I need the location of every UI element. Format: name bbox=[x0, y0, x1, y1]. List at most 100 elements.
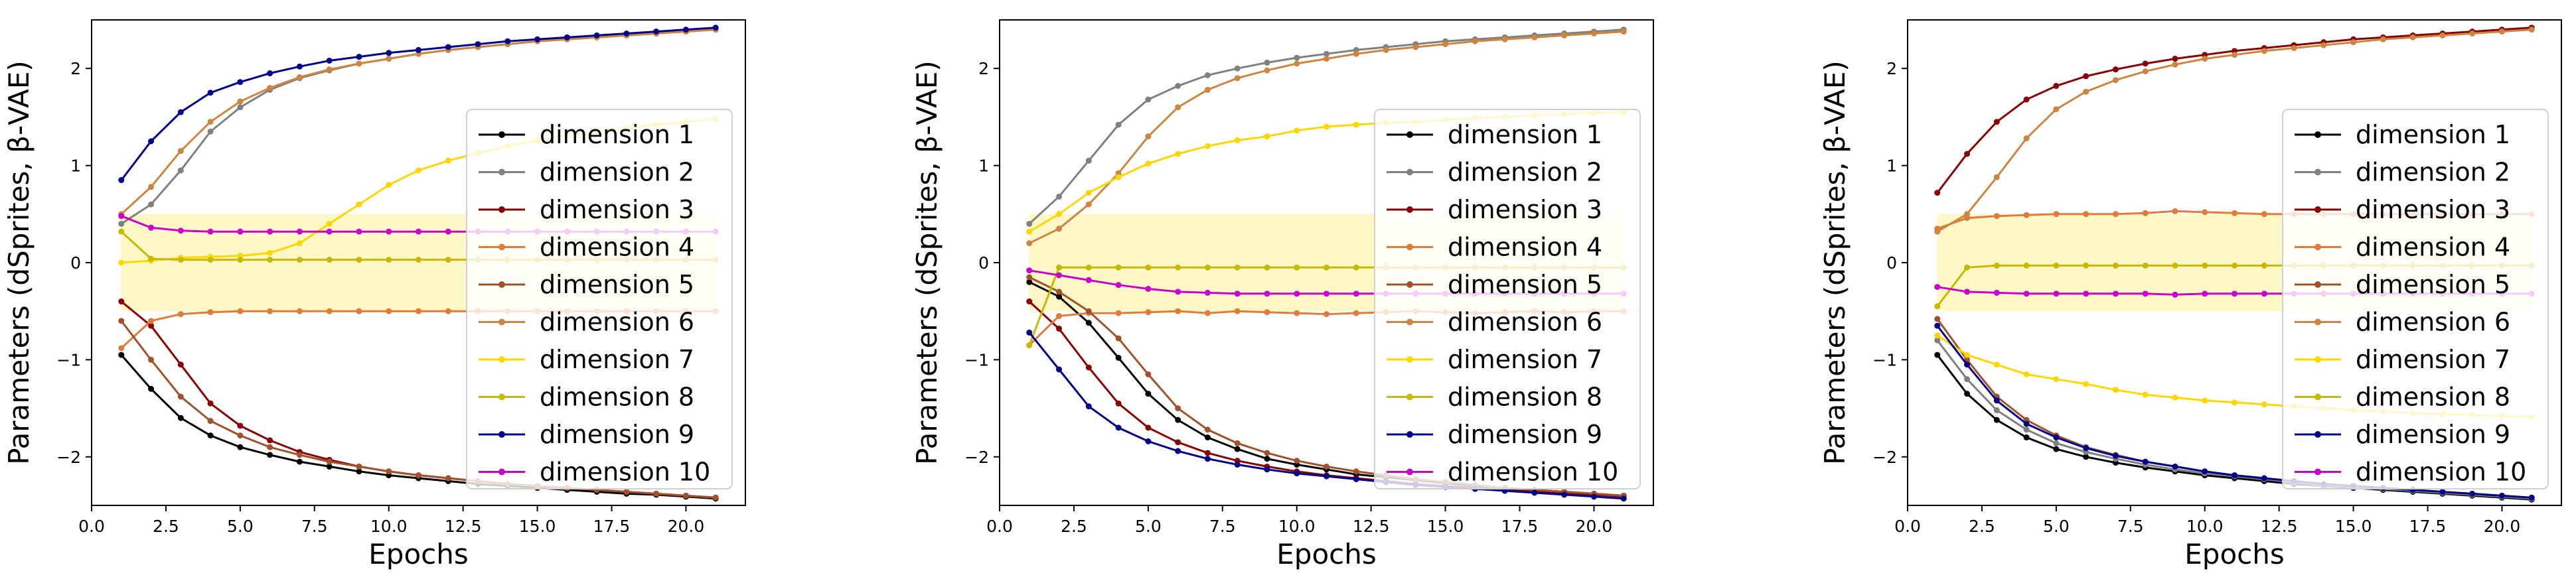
legend-marker bbox=[498, 243, 505, 251]
legend-marker bbox=[498, 206, 505, 213]
legend-marker bbox=[2314, 168, 2321, 176]
x-tick-label: 12.5 bbox=[1353, 517, 1390, 536]
data-point bbox=[296, 63, 303, 70]
y-tick-label: 1 bbox=[70, 157, 81, 176]
data-point bbox=[2261, 211, 2267, 218]
data-point bbox=[564, 34, 570, 40]
data-point bbox=[1175, 104, 1181, 111]
legend: dimension 1 dimension 2 dimension 3 dimensi… bbox=[466, 109, 733, 489]
legend-label: dimension 10 bbox=[2356, 458, 2526, 487]
data-point bbox=[1264, 290, 1270, 297]
data-point bbox=[2023, 371, 2030, 377]
data-point bbox=[1353, 476, 1359, 482]
data-point bbox=[1175, 405, 1181, 412]
data-point bbox=[1085, 264, 1092, 271]
legend-box bbox=[2282, 109, 2549, 489]
data-point bbox=[237, 432, 244, 439]
data-point bbox=[1934, 228, 1941, 235]
x-axis-label: Epochs bbox=[2184, 538, 2285, 570]
legend-item: dimension 10 bbox=[1387, 458, 1618, 487]
data-point bbox=[1204, 72, 1211, 78]
data-point bbox=[237, 422, 244, 429]
data-point bbox=[1056, 289, 1063, 295]
legend-label: dimension 6 bbox=[2356, 308, 2510, 337]
data-point bbox=[356, 54, 362, 60]
legend-marker bbox=[1406, 318, 1413, 326]
legend-label: dimension 9 bbox=[540, 420, 694, 449]
data-point bbox=[2202, 262, 2208, 269]
data-point bbox=[1145, 286, 1152, 292]
x-tick-label: 10.0 bbox=[370, 517, 408, 536]
legend-marker bbox=[1406, 243, 1413, 251]
data-point bbox=[148, 322, 155, 329]
data-point bbox=[1026, 298, 1033, 305]
data-point bbox=[2469, 490, 2476, 497]
data-point bbox=[1294, 470, 1300, 477]
data-point bbox=[2053, 376, 2060, 383]
data-point bbox=[1085, 403, 1092, 410]
legend-marker bbox=[498, 318, 505, 326]
data-point bbox=[296, 452, 303, 458]
data-point bbox=[1085, 320, 1092, 326]
data-point bbox=[267, 308, 273, 314]
x-tick-label: 0.0 bbox=[78, 517, 105, 536]
data-point bbox=[1145, 424, 1152, 431]
data-point bbox=[2023, 420, 2030, 427]
data-point bbox=[1964, 211, 1971, 218]
data-point bbox=[2083, 73, 2089, 80]
data-point bbox=[237, 444, 244, 450]
data-point bbox=[2469, 30, 2476, 36]
legend-item: dimension 4 bbox=[1387, 233, 1602, 262]
data-point bbox=[237, 228, 244, 235]
legend-marker bbox=[2314, 431, 2321, 438]
y-tick-label: 0 bbox=[70, 253, 81, 273]
legend-item: dimension 1 bbox=[2295, 120, 2510, 149]
data-point bbox=[1175, 264, 1181, 271]
data-point bbox=[2083, 290, 2089, 297]
x-tick-label: 2.5 bbox=[1061, 517, 1087, 536]
data-point bbox=[1353, 468, 1359, 475]
data-point bbox=[1353, 310, 1359, 316]
legend-item: dimension 5 bbox=[1387, 270, 1602, 299]
x-tick-label: 2.5 bbox=[1969, 517, 1995, 536]
legend-marker bbox=[2314, 318, 2321, 326]
data-point bbox=[1964, 264, 1971, 271]
data-point bbox=[326, 57, 333, 64]
legend-marker bbox=[1406, 468, 1413, 476]
data-point bbox=[2053, 446, 2060, 452]
data-point bbox=[2232, 472, 2237, 479]
data-point bbox=[1234, 462, 1241, 468]
x-tick-label: 2.5 bbox=[153, 517, 179, 536]
legend-item: dimension 8 bbox=[479, 383, 694, 412]
data-point bbox=[1056, 313, 1063, 320]
data-point bbox=[267, 437, 273, 444]
data-point bbox=[2202, 397, 2208, 404]
legend-item: dimension 7 bbox=[2295, 345, 2510, 374]
data-point bbox=[2023, 135, 2030, 142]
data-point bbox=[356, 201, 362, 208]
data-point bbox=[1993, 289, 2000, 296]
data-point bbox=[267, 84, 273, 91]
data-point bbox=[296, 308, 303, 314]
data-point bbox=[148, 318, 155, 324]
data-point bbox=[1294, 310, 1300, 316]
data-point bbox=[1324, 463, 1329, 470]
y-tick-label: 2 bbox=[978, 59, 989, 78]
data-point bbox=[267, 249, 273, 256]
data-point bbox=[2023, 96, 2030, 103]
data-point bbox=[356, 228, 362, 235]
legend-item: dimension 6 bbox=[2295, 308, 2510, 337]
data-point bbox=[1175, 448, 1181, 454]
x-tick-label: 15.0 bbox=[1427, 517, 1464, 536]
data-point bbox=[1085, 277, 1092, 283]
legend-label: dimension 8 bbox=[2356, 383, 2510, 412]
data-point bbox=[1085, 364, 1092, 371]
legend-label: dimension 7 bbox=[1448, 345, 1602, 374]
data-point bbox=[1204, 434, 1211, 441]
data-point bbox=[2202, 209, 2208, 216]
data-point bbox=[326, 463, 333, 470]
data-point bbox=[1056, 293, 1063, 300]
legend-label: dimension 7 bbox=[2356, 345, 2510, 374]
data-point bbox=[1993, 417, 2000, 423]
data-point bbox=[1353, 290, 1359, 297]
